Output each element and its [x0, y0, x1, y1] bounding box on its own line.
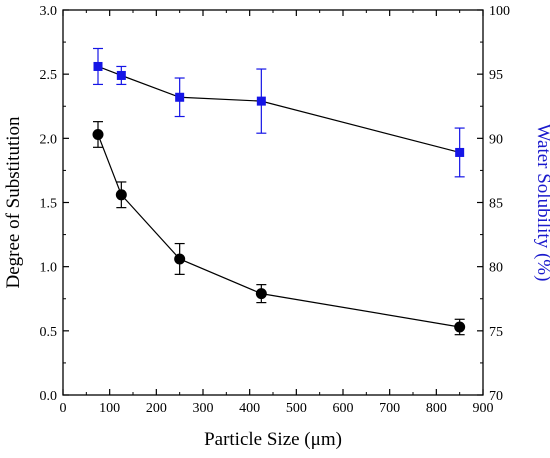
- y-right-tick-label: 70: [489, 389, 503, 404]
- y-left-tick-label: 1.0: [40, 261, 58, 276]
- y-right-tick-label: 85: [489, 197, 503, 212]
- x-tick-label: 300: [193, 401, 214, 416]
- data-point: [454, 321, 466, 333]
- water-solubility-series: [93, 47, 465, 178]
- y-right-tick-label: 100: [489, 4, 510, 19]
- plot-frame: [62, 9, 484, 396]
- data-point: [175, 92, 185, 102]
- x-tick-label: 900: [473, 401, 494, 416]
- data-point: [455, 147, 465, 157]
- y-left-tick-label: 3.0: [40, 4, 58, 19]
- y-right-tick-label: 75: [489, 325, 503, 340]
- data-point: [93, 61, 103, 71]
- data-point: [92, 128, 104, 140]
- x-tick-label: 0: [60, 401, 67, 416]
- x-tick-label: 400: [239, 401, 260, 416]
- degree-of-substitution-series: [92, 121, 466, 336]
- x-axis-title: Particle Size (μm): [204, 429, 342, 450]
- y-left-tick-label: 2.5: [40, 68, 58, 83]
- ticks-layer: 0 100 200 300 400 500 600 700 800 900 0.0 0.5 1.0 1.5…: [40, 4, 511, 416]
- data-point: [256, 96, 266, 106]
- plot-area: [62, 9, 484, 396]
- data-point: [116, 70, 126, 80]
- series-line: [97, 134, 460, 328]
- y-axis-left-title: Degree of Substitution: [3, 116, 24, 289]
- y-right-tick-label: 80: [489, 261, 503, 276]
- data-point: [174, 253, 186, 265]
- y-right-tick-label: 90: [489, 132, 503, 147]
- y-left-tick-label: 2.0: [40, 132, 58, 147]
- x-tick-label: 600: [333, 401, 354, 416]
- y-axis-right-title: Water Solubility (%): [533, 124, 550, 282]
- series-layer: [92, 47, 466, 336]
- x-tick-label: 200: [146, 401, 167, 416]
- y-right-tick-label: 95: [489, 68, 503, 83]
- data-point: [255, 288, 267, 300]
- series-line: [97, 65, 460, 154]
- x-tick-label: 100: [99, 401, 120, 416]
- x-tick-label: 500: [286, 401, 307, 416]
- y-left-tick-label: 0.0: [40, 389, 58, 404]
- x-tick-label: 700: [379, 401, 400, 416]
- y-left-tick-label: 0.5: [40, 325, 58, 340]
- y-left-tick-label: 1.5: [40, 197, 58, 212]
- x-tick-label: 800: [426, 401, 447, 416]
- data-point: [115, 189, 127, 201]
